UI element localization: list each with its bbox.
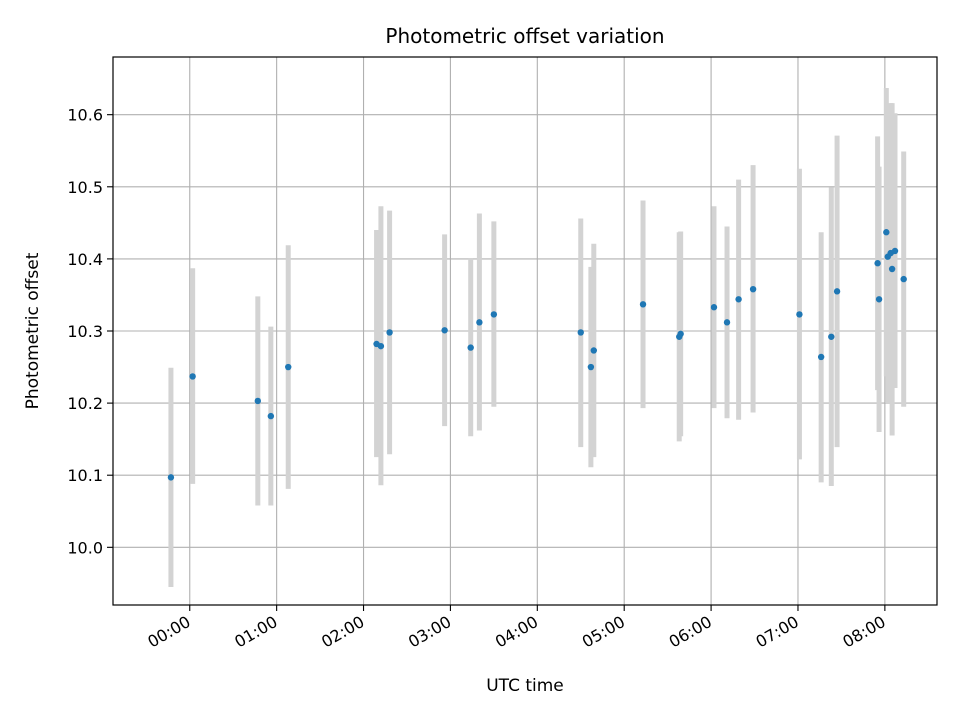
data-point [285, 363, 292, 371]
data-point [189, 373, 196, 380]
data-point [587, 363, 595, 371]
x-tick-label: 08:00 [839, 612, 888, 652]
data-points [167, 229, 907, 481]
y-tick-label: 10.3 [67, 322, 103, 341]
y-tick-label: 10.6 [67, 106, 103, 125]
data-point [817, 353, 825, 361]
data-point [254, 397, 262, 405]
x-tick-label: 05:00 [579, 612, 628, 652]
x-axis-ticks: 00:00 01:00 02:00 03:00 04:00 05:00 06:00 07:00… [144, 605, 889, 652]
x-tick-label: 03:00 [405, 612, 454, 652]
data-point [639, 301, 647, 308]
data-point [735, 296, 742, 303]
data-point [900, 275, 907, 283]
grid-lines [113, 57, 937, 605]
data-point [476, 319, 483, 326]
y-axis-label: Photometric offset [23, 252, 43, 409]
y-tick-label: 10.2 [67, 394, 103, 413]
data-point [490, 311, 498, 318]
data-point [590, 347, 597, 354]
chart-title: Photometric offset variation [385, 24, 664, 48]
x-tick-label: 06:00 [666, 612, 715, 652]
data-point [828, 333, 835, 340]
data-point [883, 229, 890, 236]
y-tick-label: 10.5 [67, 178, 103, 197]
y-tick-label: 10.1 [67, 466, 103, 485]
x-tick-label: 02:00 [318, 612, 367, 652]
data-point [796, 311, 803, 318]
y-tick-label: 10.0 [67, 538, 103, 557]
data-point [891, 247, 899, 255]
data-point [267, 412, 275, 420]
x-tick-label: 07:00 [753, 612, 802, 652]
data-point [377, 342, 385, 350]
x-tick-label: 04:00 [492, 612, 541, 652]
data-point [441, 327, 448, 334]
data-point [710, 304, 718, 311]
data-point [888, 265, 896, 273]
data-point [677, 330, 684, 338]
data-point [723, 319, 731, 326]
data-point [749, 285, 757, 293]
data-point [467, 344, 474, 351]
data-point [874, 260, 881, 267]
data-point [833, 288, 841, 295]
data-point [386, 329, 393, 336]
x-tick-label: 01:00 [231, 612, 280, 652]
x-tick-label: 00:00 [144, 612, 193, 652]
y-tick-label: 10.4 [67, 250, 103, 269]
data-point [577, 329, 584, 336]
data-point [167, 474, 175, 481]
y-axis-ticks: 10.0 10.1 10.2 10.3 10.4 10.5 10.6 [67, 106, 113, 557]
data-point [875, 296, 883, 303]
x-axis-label: UTC time [486, 676, 564, 696]
